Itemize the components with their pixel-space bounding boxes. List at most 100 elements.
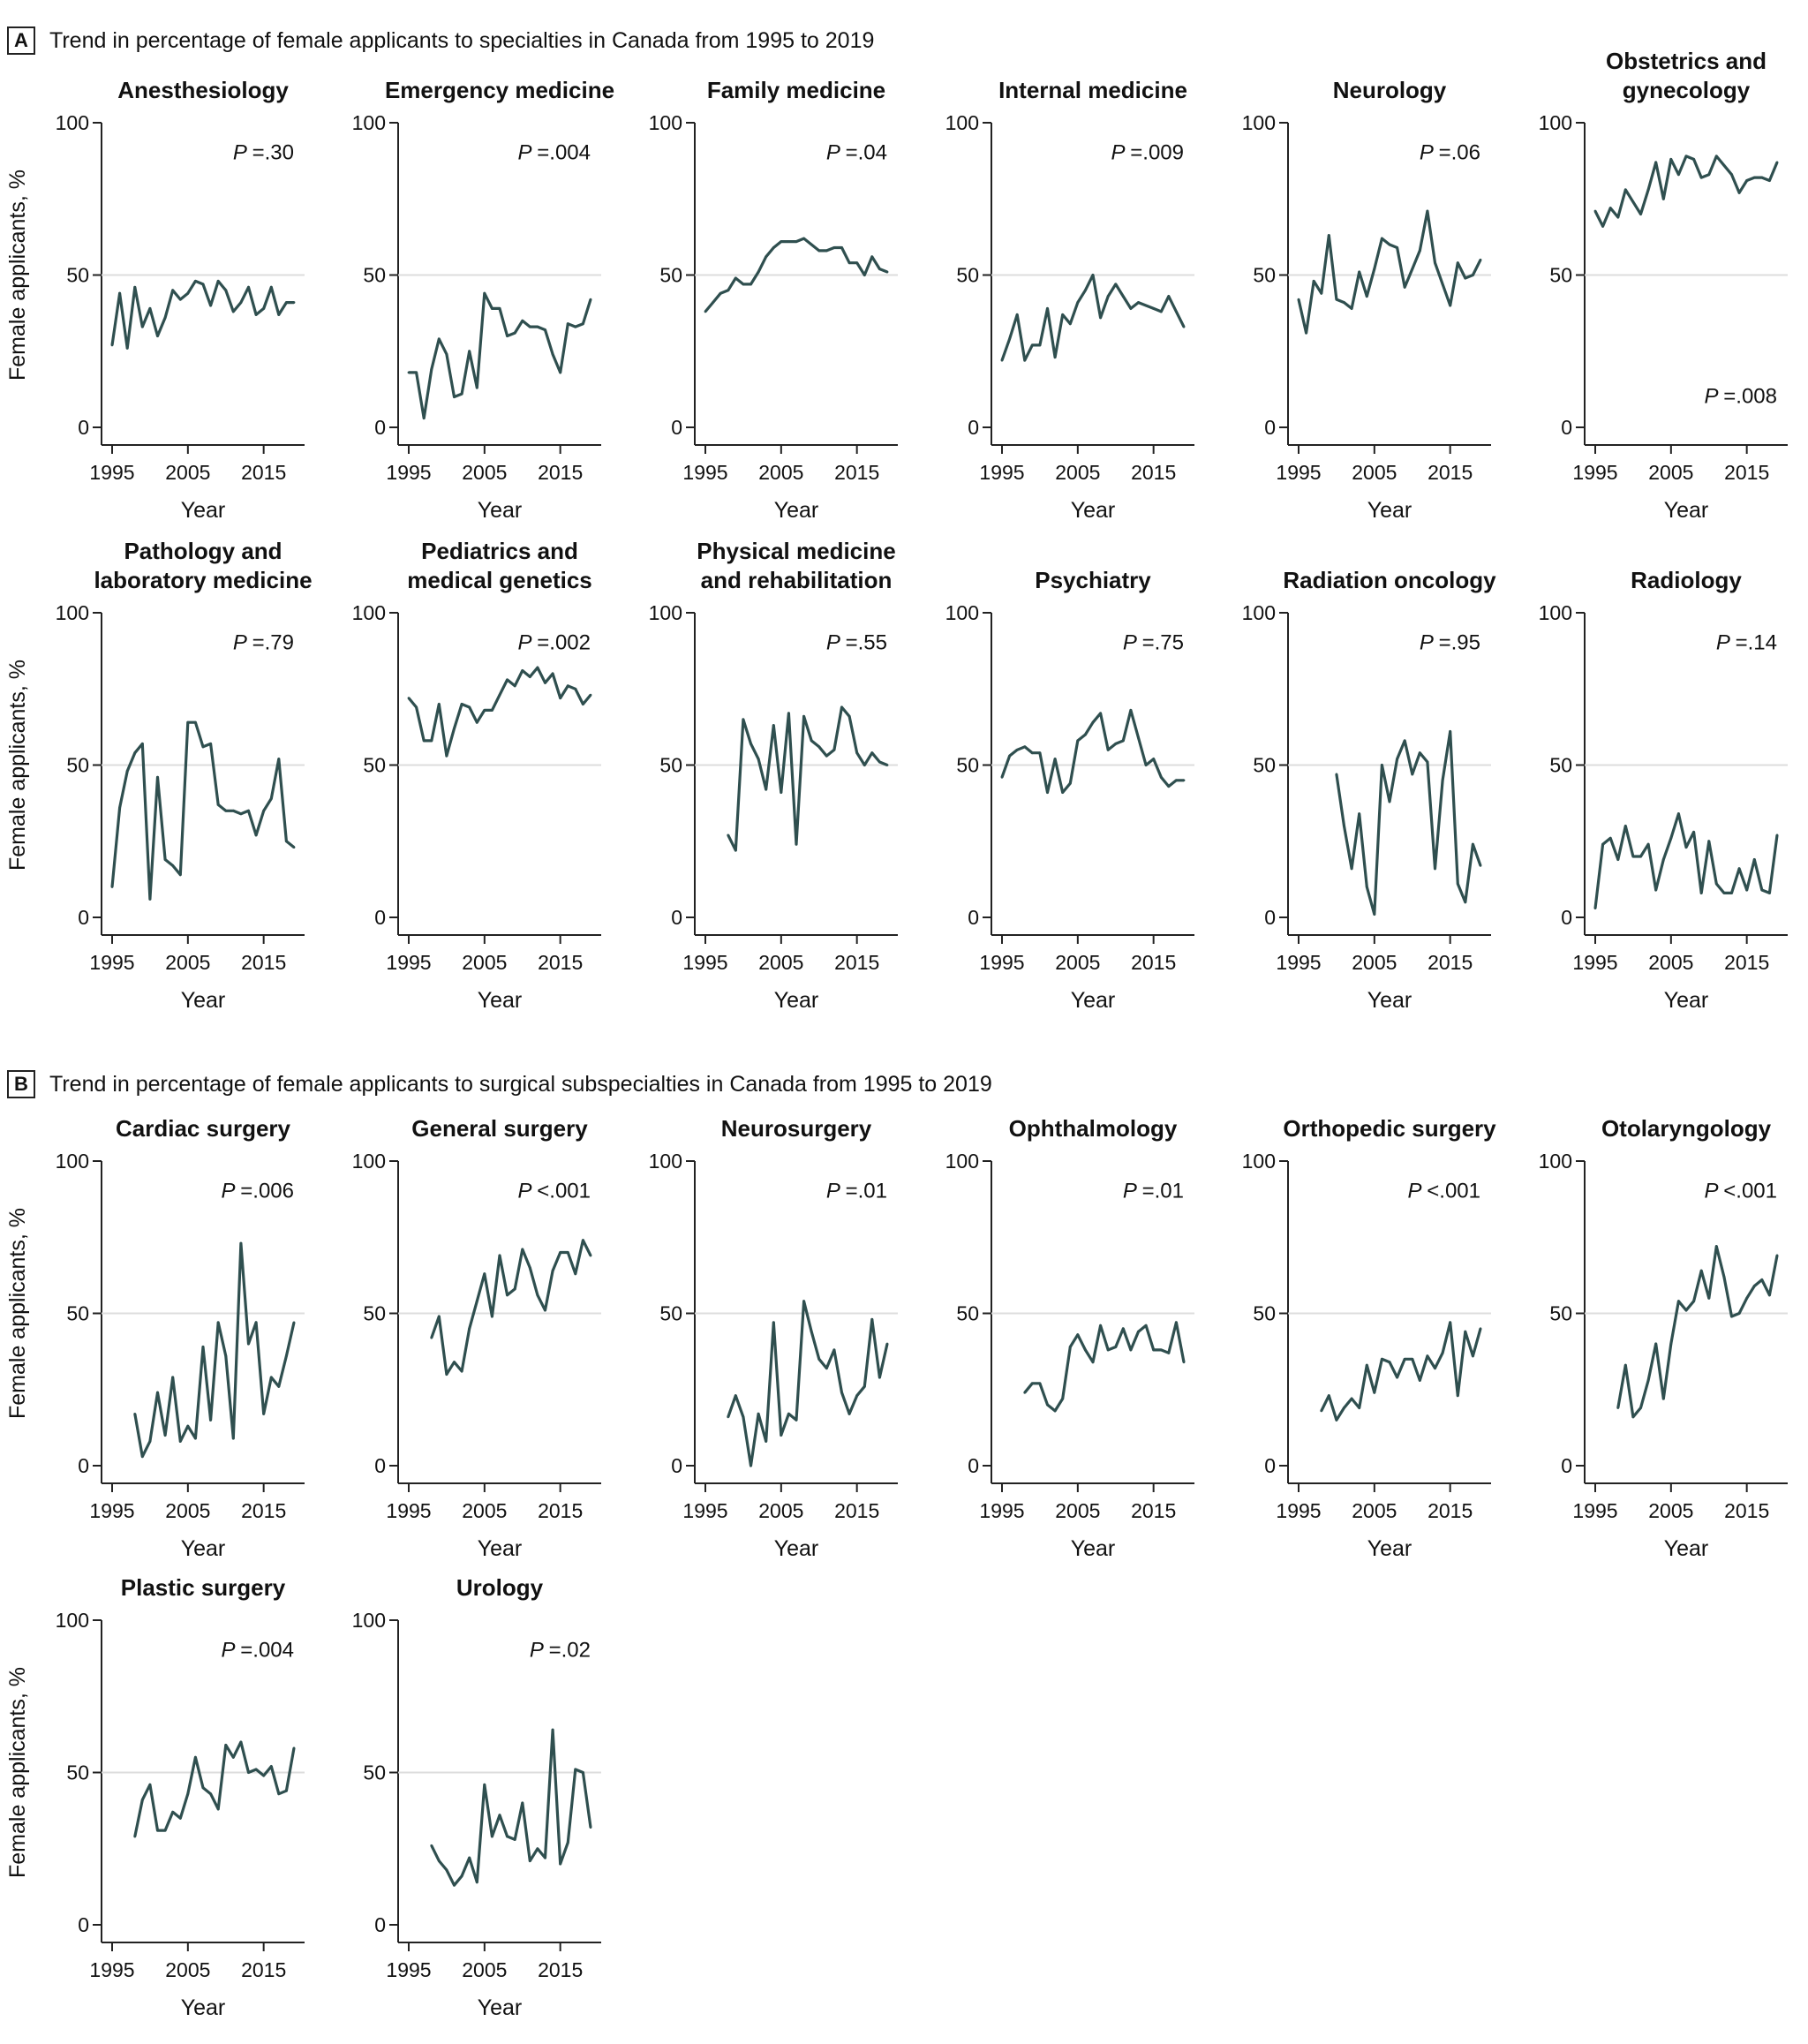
x-tick-label: 2005	[758, 1499, 803, 1522]
data-point	[292, 1746, 296, 1750]
data-point	[1434, 261, 1436, 265]
data-point	[1684, 1309, 1688, 1312]
data-point	[1053, 1409, 1057, 1413]
data-point	[1030, 751, 1034, 755]
y-tick-label: 0	[671, 906, 682, 929]
data-point	[1099, 712, 1102, 715]
data-point	[1320, 291, 1323, 295]
data-point	[1411, 773, 1414, 776]
data-point	[1388, 243, 1391, 246]
data-point	[209, 304, 212, 307]
data-point	[802, 1300, 805, 1303]
series-line	[1320, 1321, 1482, 1422]
data-point	[1358, 812, 1361, 816]
data-point	[1745, 888, 1749, 892]
x-axis-label: Year	[1664, 1536, 1709, 1561]
data-point	[1137, 301, 1140, 304]
data-point	[521, 669, 524, 672]
data-point	[1297, 298, 1300, 301]
panel-pediatrics-and-medical-genetics: Pediatrics and medical genetics 0 50 100 1995…	[352, 538, 601, 1013]
x-tick-label: 2015	[538, 461, 583, 484]
data-point	[1464, 1330, 1467, 1333]
data-point	[536, 666, 539, 669]
data-point	[460, 703, 463, 705]
y-tick-label: 0	[1561, 906, 1572, 929]
data-point	[1449, 304, 1452, 307]
data-point	[1472, 842, 1474, 846]
data-point	[727, 833, 730, 837]
data-point	[1068, 322, 1072, 326]
data-point	[1114, 742, 1118, 745]
data-point	[1677, 1300, 1680, 1303]
data-point	[110, 886, 114, 888]
data-point	[110, 343, 114, 347]
data-point	[1076, 739, 1080, 743]
data-point	[1745, 1296, 1749, 1300]
data-point	[848, 714, 851, 718]
y-tick-label: 50	[66, 264, 89, 287]
series-line	[1335, 729, 1482, 916]
data-point	[574, 687, 577, 690]
y-tick-label: 50	[1253, 1302, 1276, 1325]
data-point	[1441, 283, 1444, 286]
panel-plastic-surgery: Plastic surgery 0 50 100 1995 2005 2015 Year Fem…	[5, 1574, 305, 2020]
data-point	[453, 1361, 456, 1364]
data-point	[1434, 867, 1436, 871]
data-point	[551, 1728, 554, 1731]
data-point	[460, 1874, 463, 1878]
data-point	[1030, 343, 1034, 347]
data-point	[1418, 1379, 1421, 1382]
data-point	[171, 864, 175, 867]
y-tick-label: 100	[56, 601, 89, 624]
data-point	[475, 720, 478, 724]
data-point	[1714, 882, 1718, 886]
data-point	[780, 1434, 783, 1437]
y-tick-label: 50	[1549, 1302, 1572, 1325]
data-point	[430, 1844, 433, 1847]
data-point	[582, 1239, 584, 1242]
data-point	[1053, 758, 1057, 760]
x-tick-label: 2005	[1352, 951, 1397, 974]
x-tick-label: 2005	[1352, 461, 1397, 484]
x-tick-label: 2005	[1055, 461, 1100, 484]
data-point	[1015, 313, 1019, 316]
data-point	[1350, 307, 1353, 310]
data-point	[171, 289, 175, 292]
data-point	[506, 678, 508, 682]
data-point	[1464, 276, 1467, 280]
y-tick-label: 50	[363, 754, 386, 777]
data-point	[1046, 1403, 1049, 1407]
x-tick-label: 1995	[386, 461, 431, 484]
y-tick-label: 0	[374, 906, 386, 929]
data-point	[483, 1272, 486, 1276]
y-tick-label: 100	[649, 1150, 682, 1173]
y-tick-label: 50	[1549, 754, 1572, 777]
data-point	[1616, 858, 1620, 861]
data-point	[1023, 745, 1027, 749]
data-point	[765, 1440, 768, 1443]
panel-title: Urology	[456, 1574, 544, 1601]
y-tick-label: 50	[956, 754, 979, 777]
data-point	[1008, 337, 1011, 341]
data-point	[551, 1269, 554, 1272]
y-axis-label: Female applicants, %	[5, 170, 30, 381]
data-point	[186, 291, 190, 295]
data-point	[513, 331, 516, 335]
data-point	[1396, 246, 1398, 249]
data-point	[475, 1300, 478, 1303]
x-tick-label: 1995	[1572, 461, 1617, 484]
y-tick-label: 50	[66, 1761, 89, 1784]
x-axis-label: Year	[181, 1995, 226, 2020]
series-line	[1000, 273, 1186, 362]
data-point	[1601, 842, 1604, 846]
data-point	[1714, 155, 1718, 158]
x-tick-label: 2005	[165, 1499, 210, 1522]
data-point	[1730, 1315, 1733, 1318]
y-tick-label: 100	[1242, 601, 1276, 624]
data-point	[1038, 1382, 1042, 1385]
data-point	[817, 1357, 821, 1361]
data-point	[254, 313, 258, 316]
data-point	[194, 1755, 197, 1759]
x-axis-label: Year	[478, 498, 523, 523]
data-point	[415, 371, 418, 374]
